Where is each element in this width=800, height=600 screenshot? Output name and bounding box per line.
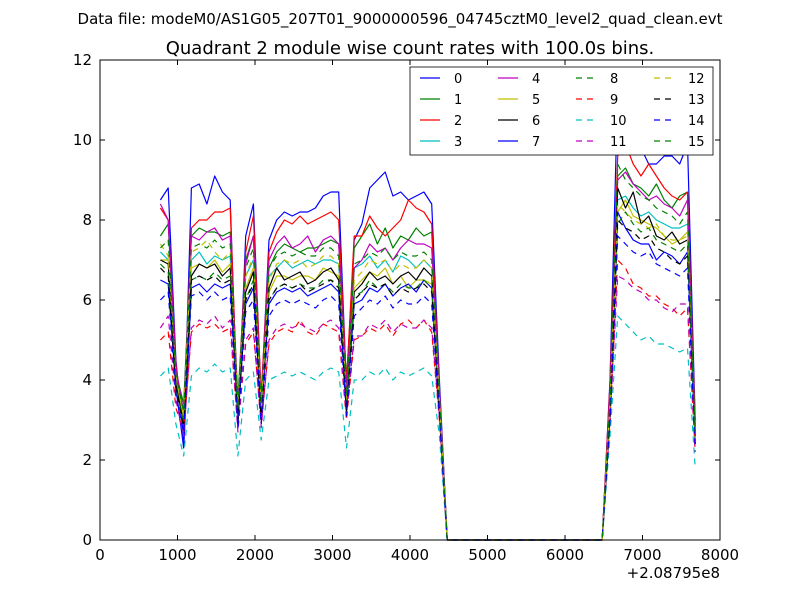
legend-label-10: 10 xyxy=(610,114,627,129)
y-tick-label: 12 xyxy=(73,51,92,69)
x-offset-label: +2.08795e8 xyxy=(627,564,720,582)
x-tick-label: 5000 xyxy=(468,546,506,564)
x-tick-label: 6000 xyxy=(546,546,584,564)
y-tick-label: 6 xyxy=(82,291,92,309)
legend-label-9: 9 xyxy=(610,93,618,108)
chart-title: Quadrant 2 module wise count rates with … xyxy=(166,38,655,59)
legend-label-5: 5 xyxy=(532,93,540,108)
legend-box xyxy=(409,66,714,156)
legend-label-15: 15 xyxy=(688,135,705,150)
y-tick-label: 0 xyxy=(82,531,92,549)
x-tick-label: 2000 xyxy=(236,546,274,564)
series-line-8 xyxy=(159,211,696,541)
legend-label-14: 14 xyxy=(688,114,705,129)
x-tick-label: 4000 xyxy=(391,546,429,564)
legend-label-11: 11 xyxy=(610,135,627,150)
x-tick-label: 1000 xyxy=(158,546,196,564)
legend-label-3: 3 xyxy=(454,135,462,150)
legend-label-13: 13 xyxy=(688,93,705,108)
y-tick-label: 2 xyxy=(82,451,92,469)
legend-label-6: 6 xyxy=(532,114,540,129)
series-layer xyxy=(159,91,696,541)
series-line-12 xyxy=(159,203,696,541)
series-line-11 xyxy=(159,275,696,541)
y-tick-label: 10 xyxy=(73,131,92,149)
chart-suptitle: Data file: modeM0/AS1G05_207T01_90000005… xyxy=(78,10,723,29)
axes-layer: 0 1000 2000 3000 4000 5000 6000 7000 80000246810… xyxy=(73,51,739,582)
legend-label-0: 0 xyxy=(454,72,462,87)
legend-label-7: 7 xyxy=(532,135,540,150)
legend-label-1: 1 xyxy=(454,93,462,108)
legend-label-12: 12 xyxy=(688,72,705,87)
series-line-15 xyxy=(159,163,696,541)
x-tick-label: 8000 xyxy=(701,546,739,564)
x-tick-label: 3000 xyxy=(313,546,351,564)
y-tick-label: 8 xyxy=(82,211,92,229)
x-tick-label: 7000 xyxy=(623,546,661,564)
y-tick-label: 4 xyxy=(82,371,92,389)
legend-label-2: 2 xyxy=(454,114,462,129)
legend-label-8: 8 xyxy=(610,72,618,87)
series-line-9 xyxy=(159,259,696,541)
x-tick-label: 0 xyxy=(95,546,105,564)
legend-label-4: 4 xyxy=(532,72,540,87)
